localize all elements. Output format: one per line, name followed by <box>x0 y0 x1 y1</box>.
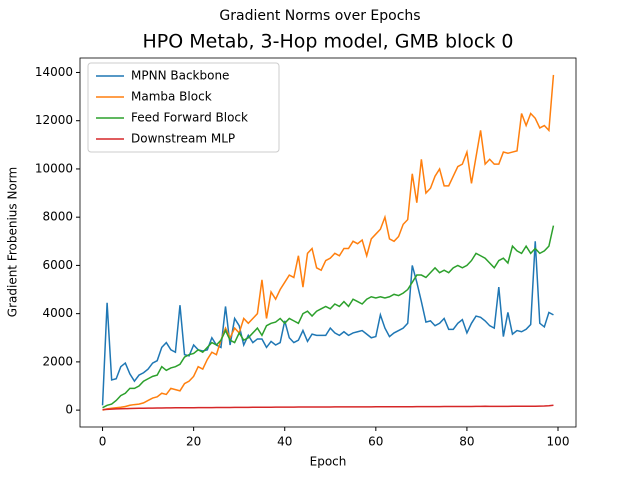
x-tick-label: 0 <box>99 435 107 449</box>
series-line <box>102 74 555 411</box>
y-axis-label: Gradient Frobenius Norm <box>6 167 20 317</box>
x-axis-label: Epoch <box>310 455 347 469</box>
x-tick-label: 100 <box>547 435 570 449</box>
y-tick-label: 6000 <box>42 258 73 272</box>
y-tick-label: 10000 <box>35 161 73 175</box>
legend-box <box>87 62 280 153</box>
x-tick-label: 60 <box>368 435 383 449</box>
y-tick-label: 8000 <box>42 210 73 224</box>
y-tick-label: 14000 <box>35 65 73 79</box>
legend-label: Downstream MLP <box>131 132 235 146</box>
legend-label: MPNN Backbone <box>131 69 229 83</box>
y-tick-label: 0 <box>65 403 73 417</box>
y-tick-label: 2000 <box>42 354 73 368</box>
series-line <box>102 404 554 411</box>
plot-frame <box>79 57 577 428</box>
y-tick-label: 12000 <box>35 113 73 127</box>
series-line <box>101 241 554 406</box>
legend: MPNN Backbone Mamba Block Feed Forward Blo… <box>87 62 280 153</box>
legend-label: Feed Forward Block <box>131 111 248 125</box>
legend-label: Mamba Block <box>131 90 212 104</box>
x-tick-label: 20 <box>186 435 201 449</box>
y-tick-label: 4000 <box>42 306 73 320</box>
x-tick-label: 80 <box>459 435 474 449</box>
x-tick-label: 40 <box>277 435 292 449</box>
series-line <box>102 225 555 409</box>
chart-title: HPO Metab, 3-Hop model, GMB block 0 <box>143 31 514 53</box>
suptitle: Gradient Norms over Epochs <box>219 8 420 24</box>
